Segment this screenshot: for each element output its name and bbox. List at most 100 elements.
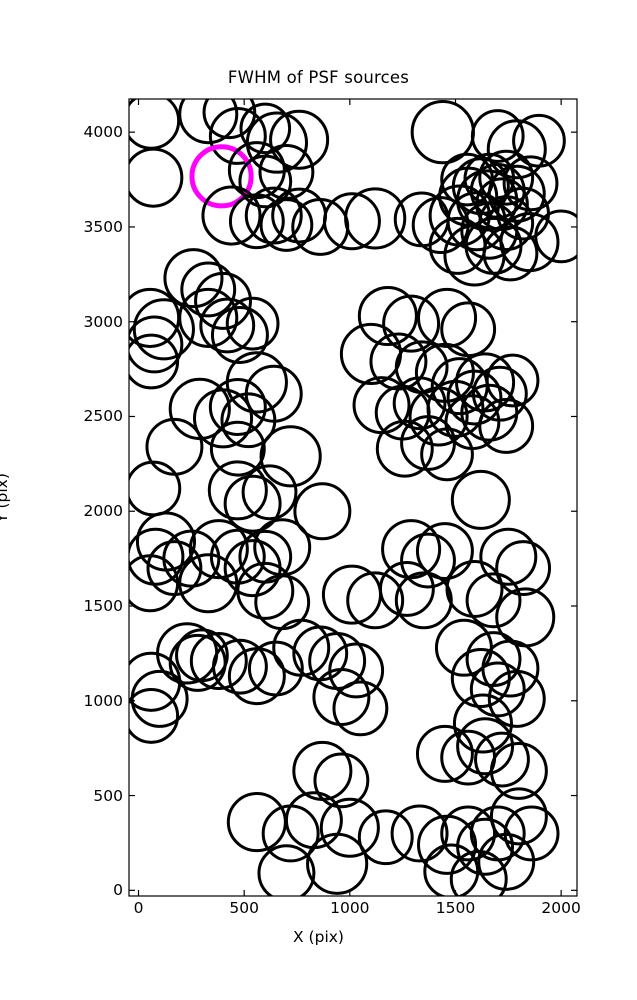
psf-source-marker [209, 528, 266, 585]
psf-source-marker [292, 740, 353, 801]
psf-source-marker [460, 383, 519, 442]
psf-source-marker [129, 287, 181, 348]
psf-source-marker [486, 119, 547, 180]
psf-source-marker [434, 618, 493, 677]
psf-source-marker [254, 574, 311, 631]
psf-source-marker [440, 152, 494, 207]
psf-source-marker [469, 661, 526, 718]
psf-source-marker [223, 474, 282, 533]
psf-source-marker [261, 804, 320, 863]
psf-source-marker [225, 351, 288, 414]
psf-source-marker [456, 717, 515, 776]
psf-source-marker [471, 365, 528, 422]
psf-source-marker [244, 364, 303, 423]
psf-source-marker [479, 527, 538, 586]
psf-source-marker [188, 519, 249, 580]
psf-source-marker [469, 805, 526, 862]
psf-source-marker [344, 187, 407, 250]
psf-source-marker [247, 640, 304, 697]
psf-source-marker [456, 169, 519, 232]
psf-source-marker [394, 571, 453, 630]
psf-source-marker [430, 357, 489, 416]
psf-source-marker [475, 177, 529, 232]
psf-source-marker [499, 212, 560, 273]
psf-source-marker [438, 166, 499, 227]
psf-source-marker [212, 638, 268, 695]
psf-source-marker [146, 540, 203, 597]
psf-source-marker [478, 149, 535, 206]
psf-source-marker [241, 464, 298, 521]
psf-source-marker [414, 342, 475, 403]
psf-source-marker [382, 294, 441, 353]
psf-source-marker [245, 111, 309, 174]
psf-source-marker [226, 792, 287, 853]
psf-source-marker [328, 642, 385, 699]
psf-source-marker [496, 186, 550, 241]
psf-source-marker [313, 752, 370, 809]
psf-source-marker [378, 561, 435, 617]
psf-source-marker [253, 518, 312, 577]
psf-source-marker [417, 287, 478, 348]
psf-source-marker [346, 571, 405, 630]
psf-source-marker [393, 191, 450, 248]
psf-source-marker [269, 109, 330, 170]
psf-source-marker [450, 648, 511, 709]
psf-source-marker [238, 529, 293, 584]
psf-source-marker [428, 184, 491, 247]
psf-source-marker [408, 386, 469, 447]
psf-source-marker [495, 587, 556, 648]
psf-source-marker [220, 392, 277, 449]
psf-source-marker [193, 388, 254, 449]
psf-source-marker [227, 141, 286, 200]
psf-source-marker [258, 144, 315, 200]
psf-source-marker [259, 425, 322, 488]
x-tick-label: 2000 [541, 899, 581, 917]
psf-source-marker [272, 618, 331, 677]
psf-source-marker [455, 352, 516, 413]
psf-source-marker [199, 297, 256, 354]
psf-source-marker [392, 376, 447, 431]
psf-source-marker [440, 729, 497, 786]
psf-source-marker [420, 427, 474, 482]
psf-source-marker [456, 817, 515, 876]
page-title: FWHM of PSF sources [227, 68, 410, 87]
psf-source-marker [129, 147, 184, 208]
psf-source-marker [487, 164, 546, 223]
data-markers-layer [129, 99, 577, 896]
psf-source-marker [411, 196, 470, 255]
psf-source-marker [489, 787, 548, 846]
psf-source-marker [446, 191, 507, 252]
psf-source-marker [332, 680, 389, 737]
x-axis-label: X (pix) [293, 928, 344, 946]
psf-source-marker [175, 628, 229, 683]
psf-source-marker [322, 192, 381, 251]
psf-source-marker [135, 511, 197, 572]
psf-source-marker [208, 106, 267, 165]
psf-source-marker [489, 741, 548, 800]
psf-source-marker [390, 804, 449, 863]
psf-source-marker [292, 625, 349, 682]
psf-source-marker [460, 201, 519, 260]
psf-source-marker [129, 460, 182, 517]
y-tick-label: 0 [113, 881, 123, 900]
psf-source-marker [443, 224, 506, 287]
psf-source-marker [478, 398, 535, 454]
psf-source-marker [130, 669, 189, 728]
psf-source-marker [440, 805, 497, 862]
psf-source-marker [189, 632, 248, 690]
psf-source-marker [129, 688, 180, 744]
axes-frame [128, 98, 578, 897]
psf-source-marker [271, 187, 328, 244]
psf-source-marker [495, 540, 552, 597]
psf-source-marker [129, 333, 180, 390]
x-tick-label: 0 [133, 899, 144, 917]
psf-source-marker [225, 296, 280, 351]
psf-source-marker [374, 384, 431, 441]
psf-source-marker [202, 99, 257, 140]
psf-source-marker [400, 532, 456, 589]
psf-source-marker [503, 805, 560, 862]
psf-source-marker [426, 379, 485, 438]
psf-source-marker [194, 271, 253, 330]
y-tick-label: 500 [93, 786, 123, 805]
